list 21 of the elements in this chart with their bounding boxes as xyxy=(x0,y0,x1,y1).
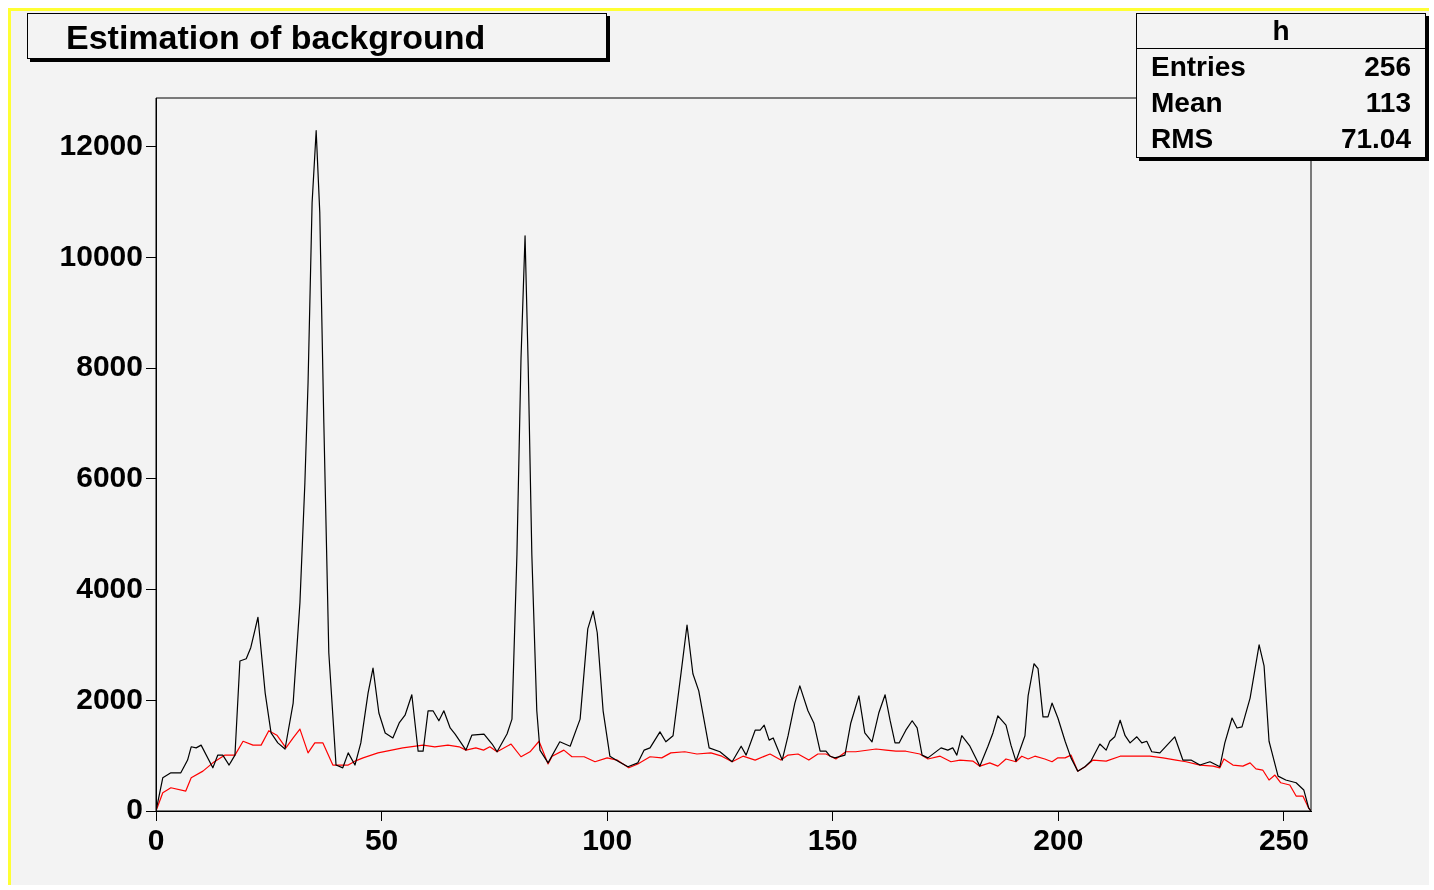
y-tick-label: 6000 xyxy=(76,460,143,494)
text: 71.04 xyxy=(1340,122,1411,156)
x-tick-label: 50 xyxy=(364,823,399,857)
x-tick-label: 250 xyxy=(1258,823,1309,857)
y-tick-label: 2000 xyxy=(76,681,143,715)
y-tick-label: 8000 xyxy=(76,349,143,383)
y-tick-label: 10000 xyxy=(59,238,143,272)
x-tick-label: 100 xyxy=(582,823,633,857)
annotation: RMS xyxy=(1151,122,1214,156)
x-tick-label: 150 xyxy=(807,823,858,857)
y-tick-label: 0 xyxy=(126,792,143,826)
x-tick-label: 200 xyxy=(1033,823,1084,857)
text: 113 xyxy=(1365,86,1411,120)
text: h xyxy=(1137,14,1425,49)
text: Entries xyxy=(1151,50,1246,84)
text: 256 xyxy=(1364,50,1411,84)
chart-title: Estimation of background xyxy=(27,13,607,59)
y-tick-label: 4000 xyxy=(76,570,143,604)
annotation: Mean xyxy=(1151,86,1223,120)
y-tick-label: 12000 xyxy=(59,127,143,161)
x-tick-label: 0 xyxy=(147,823,165,857)
